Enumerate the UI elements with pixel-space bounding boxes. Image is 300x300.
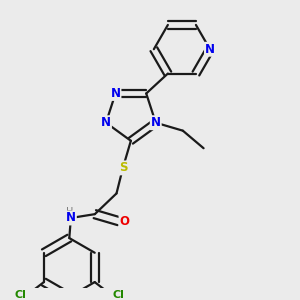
Text: H: H <box>66 207 73 217</box>
Text: N: N <box>101 116 111 129</box>
Text: S: S <box>118 161 127 174</box>
Text: O: O <box>119 215 130 228</box>
Text: Cl: Cl <box>112 290 124 300</box>
Text: N: N <box>110 87 121 100</box>
Text: N: N <box>205 43 215 56</box>
Text: N: N <box>66 212 76 224</box>
Text: Cl: Cl <box>14 290 26 300</box>
Text: N: N <box>151 116 161 129</box>
